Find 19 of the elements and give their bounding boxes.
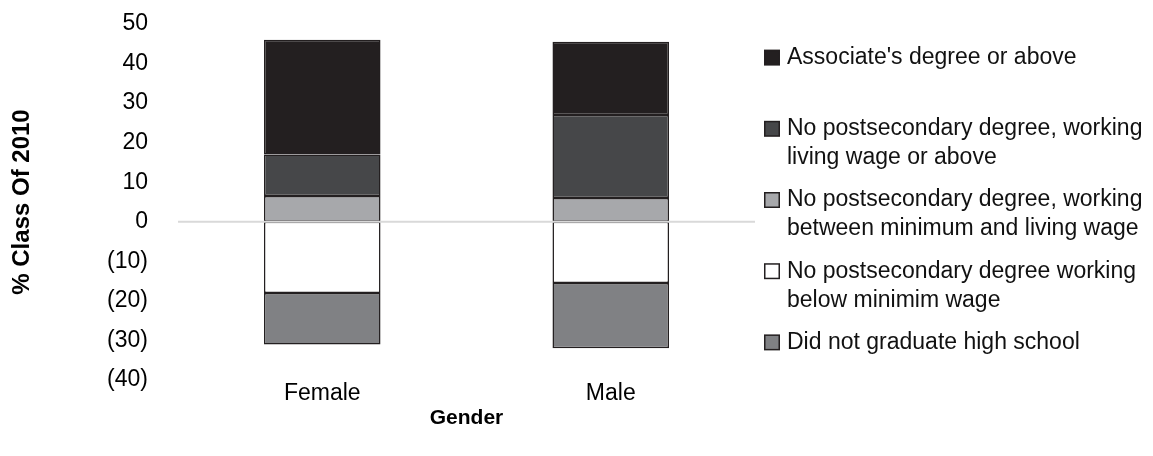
- y-axis-title: % Class Of 2010: [7, 109, 35, 295]
- x-tick-label: Male: [585, 379, 636, 406]
- y-tick-label: (10): [107, 246, 148, 273]
- y-tick-label: 20: [122, 128, 148, 155]
- legend-label: No postsecondary degree, working between minimum and living wage: [787, 185, 1143, 241]
- y-tick-label: (30): [107, 325, 148, 352]
- legend-label: Associate's degree or above: [787, 42, 1077, 69]
- x-axis-title: Gender: [429, 405, 504, 429]
- legend-label: No postsecondary degree working below minimim wage: [787, 256, 1137, 312]
- y-tick-label: 30: [122, 88, 148, 115]
- x-tick-label: Female: [283, 379, 361, 406]
- y-tick-label: 50: [122, 9, 148, 36]
- legend-label: Did not graduate high school: [787, 327, 1080, 354]
- y-tick-label: 0: [135, 207, 148, 234]
- y-tick-label: 40: [122, 48, 148, 75]
- y-tick-label: (40): [107, 365, 148, 392]
- y-tick-label: (20): [107, 286, 148, 313]
- legend-label: No postsecondary degree, working living wage or above: [787, 114, 1143, 170]
- y-tick-label: 10: [122, 167, 148, 194]
